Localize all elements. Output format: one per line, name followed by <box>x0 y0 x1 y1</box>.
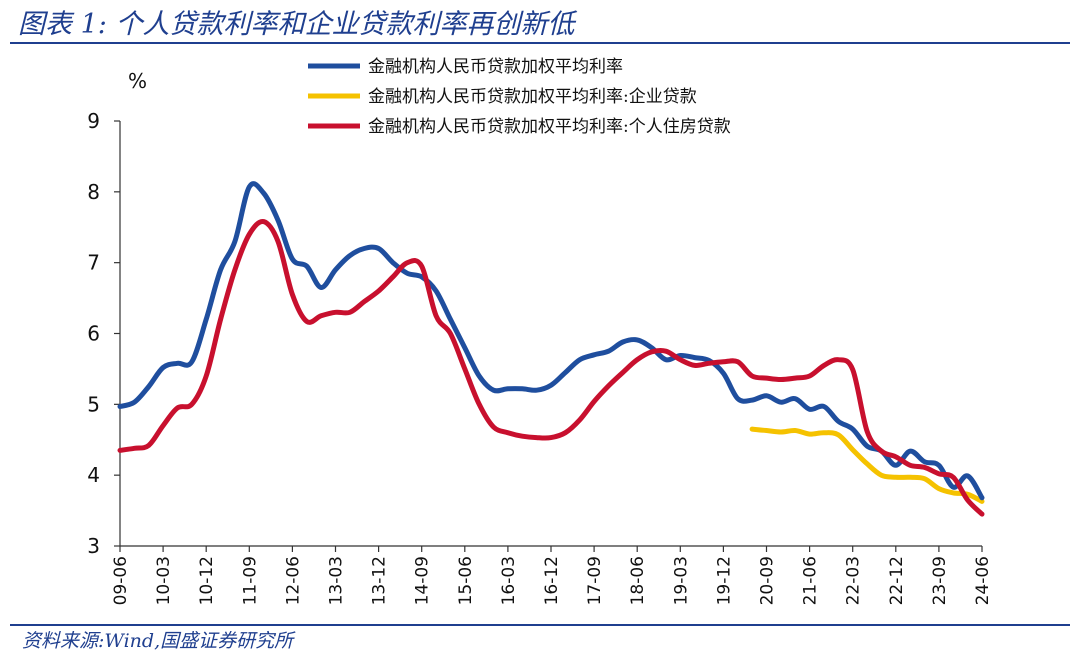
x-tick-label: 10-03 <box>154 556 174 605</box>
x-tick-label: 22-03 <box>844 556 864 605</box>
series-line-0 <box>117 181 985 501</box>
x-tick-label: 10-12 <box>197 556 217 605</box>
y-tick-label: 4 <box>87 463 100 487</box>
series-line-2 <box>117 218 985 517</box>
x-tick-label: 19-12 <box>714 556 734 605</box>
axes: 3 4 5 6 7 8 9 09-06 10-03 10-12 11-09 12-06 13-03 13-… <box>87 109 993 605</box>
x-tick-label: 21-06 <box>801 556 821 605</box>
x-tick-label: 23-09 <box>930 556 950 605</box>
y-tick-label: 7 <box>87 251 100 275</box>
source-note: 资料来源:Wind,国盛证券研究所 <box>22 630 294 652</box>
x-tick-label: 11-09 <box>240 556 260 605</box>
y-tick-label: 5 <box>87 392 100 416</box>
x-tick-label: 12-06 <box>283 556 303 605</box>
x-tick-label: 14-09 <box>413 556 433 605</box>
x-tick-label: 16-12 <box>542 556 562 605</box>
legend-label-2: 金融机构人民币贷款加权平均利率:个人住房贷款 <box>368 117 731 137</box>
legend: 金融机构人民币贷款加权平均利率金融机构人民币贷款加权平均利率:企业贷款金融机构人… <box>308 57 731 137</box>
x-tick-label: 24-06 <box>973 556 993 605</box>
chart-title: 图表 1: 个人贷款利率和企业贷款利率再创新低 <box>18 9 575 40</box>
legend-label-1: 金融机构人民币贷款加权平均利率:企业贷款 <box>368 87 697 107</box>
y-tick-label: 8 <box>87 180 100 204</box>
x-tick-label: 13-03 <box>327 556 347 605</box>
line-chart: 3 4 5 6 7 8 9 09-06 10-03 10-12 11-09 12-06 13-03 13-… <box>87 57 993 605</box>
legend-label-0: 金融机构人民币贷款加权平均利率 <box>368 57 623 77</box>
x-tick-label: 18-06 <box>628 556 648 605</box>
x-tick-label: 13-12 <box>370 556 390 605</box>
x-tick-label: 19-03 <box>671 556 691 605</box>
x-tick-label: 20-09 <box>758 556 778 605</box>
title-rule <box>10 42 1070 44</box>
x-tick-label: 15-06 <box>456 556 476 605</box>
series-line-1 <box>749 426 985 504</box>
x-tick-label: 22-12 <box>887 556 907 605</box>
y-tick-label: 6 <box>87 322 100 346</box>
y-unit-label: % <box>128 69 147 93</box>
y-tick-label: 9 <box>87 109 100 133</box>
x-tick-label: 16-03 <box>499 556 519 605</box>
y-tick-label: 3 <box>87 534 100 558</box>
x-tick-label: 09-06 <box>111 556 131 605</box>
x-tick-label: 17-09 <box>585 556 605 605</box>
source-rule <box>10 624 1070 626</box>
series-lines <box>117 181 985 517</box>
